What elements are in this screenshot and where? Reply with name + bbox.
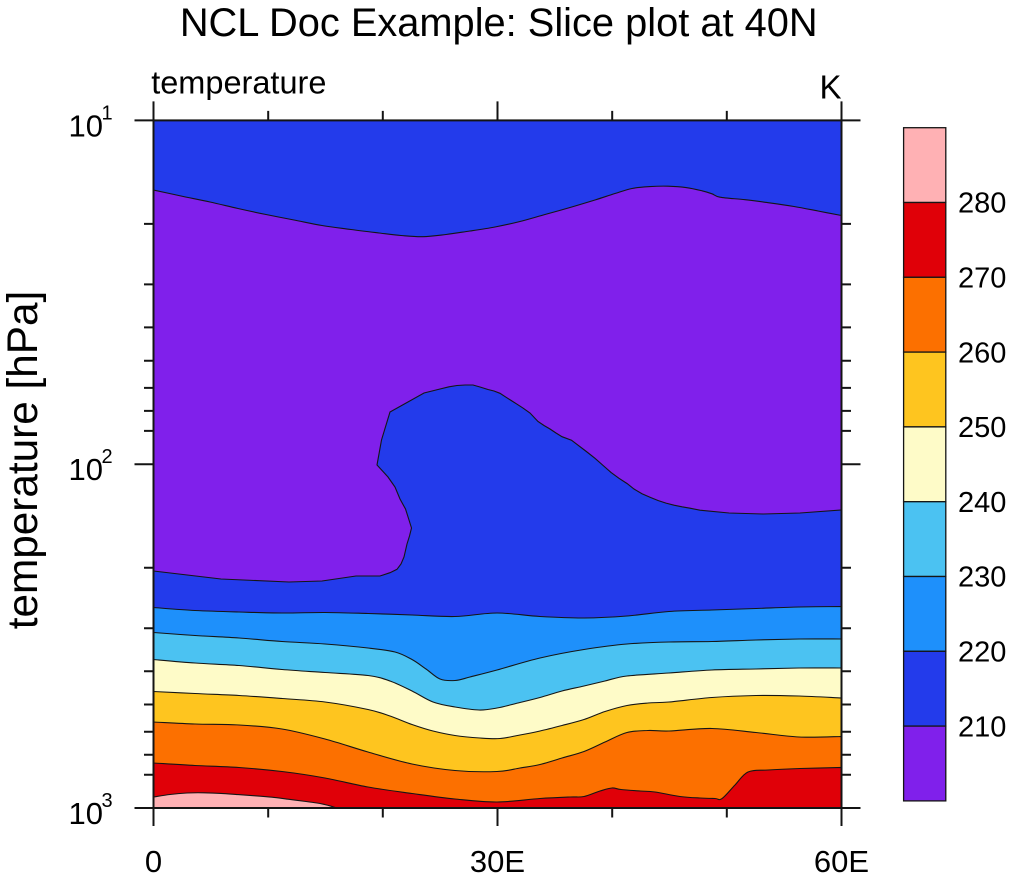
svg-text:10: 10 bbox=[69, 108, 103, 143]
svg-text:3: 3 bbox=[102, 790, 113, 812]
svg-text:temperature: temperature bbox=[151, 64, 326, 100]
svg-text:60E: 60E bbox=[814, 844, 869, 879]
svg-text:260: 260 bbox=[958, 337, 1006, 369]
svg-text:230: 230 bbox=[958, 562, 1006, 594]
svg-text:30E: 30E bbox=[470, 844, 525, 879]
svg-text:240: 240 bbox=[958, 487, 1006, 519]
svg-text:0: 0 bbox=[145, 844, 162, 879]
svg-text:temperature [hPa]: temperature [hPa] bbox=[0, 291, 46, 630]
svg-text:NCL Doc Example: Slice plot at: NCL Doc Example: Slice plot at 40N bbox=[180, 1, 818, 45]
svg-text:250: 250 bbox=[958, 412, 1006, 444]
svg-text:10: 10 bbox=[69, 452, 103, 487]
svg-text:280: 280 bbox=[958, 188, 1006, 220]
svg-text:270: 270 bbox=[958, 263, 1006, 295]
svg-text:K: K bbox=[819, 68, 841, 105]
svg-text:1: 1 bbox=[102, 102, 113, 124]
svg-text:210: 210 bbox=[958, 711, 1006, 743]
svg-text:2: 2 bbox=[102, 446, 113, 468]
svg-text:220: 220 bbox=[958, 637, 1006, 669]
svg-text:10: 10 bbox=[69, 796, 103, 831]
